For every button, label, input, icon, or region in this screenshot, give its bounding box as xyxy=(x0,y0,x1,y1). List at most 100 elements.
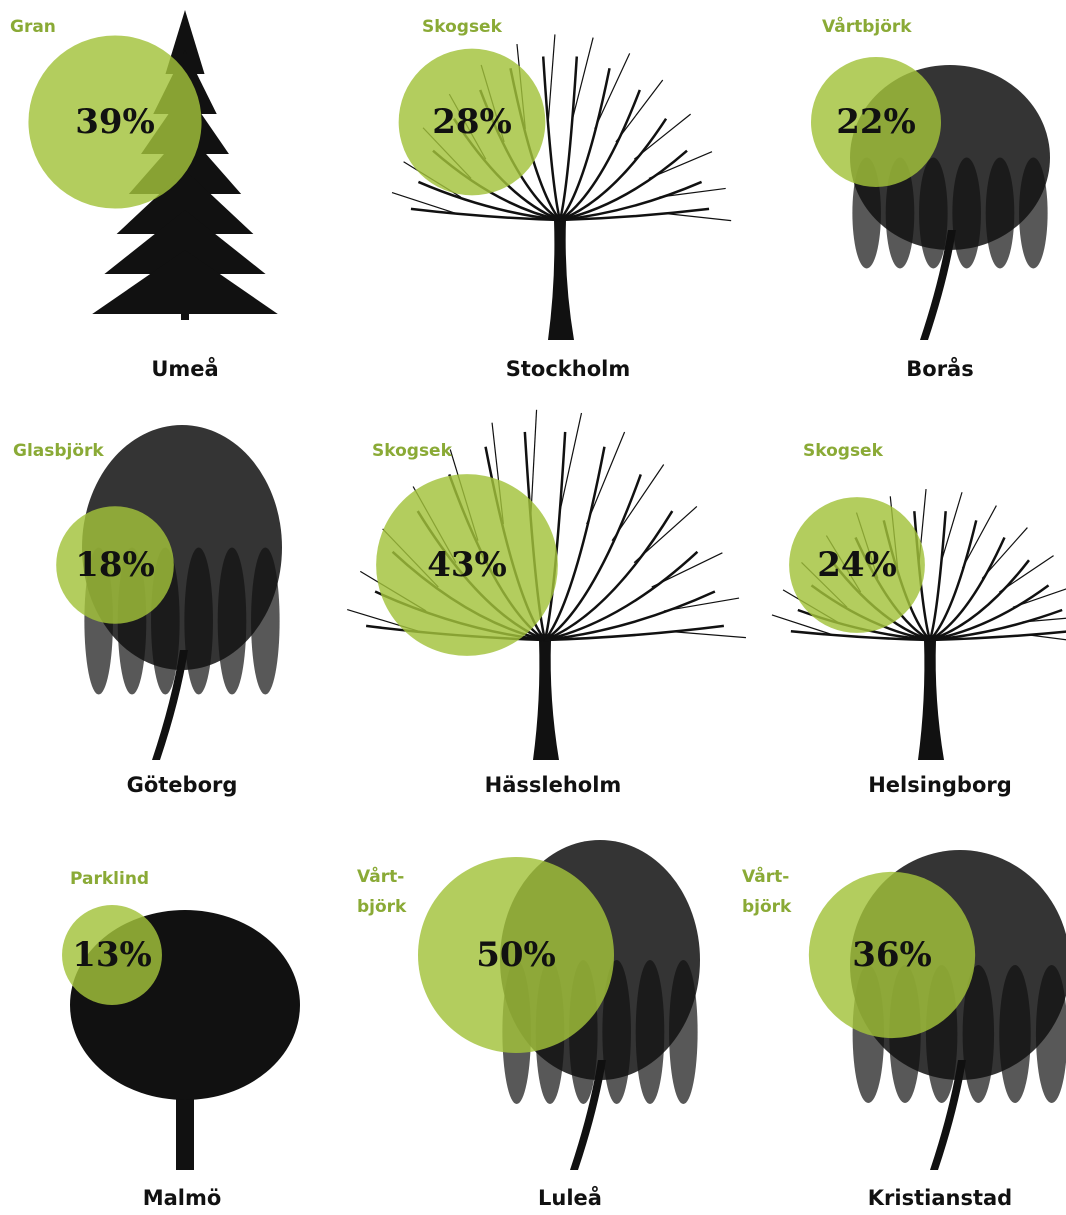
tree-silhouette xyxy=(217,547,247,695)
tree-silhouette xyxy=(962,965,995,1103)
city-label: Kristianstad xyxy=(867,1186,1013,1210)
tree-silhouette xyxy=(663,597,740,612)
value-label: 28% xyxy=(432,102,512,142)
tree-silhouette xyxy=(929,630,1066,642)
species-label: Skogsek xyxy=(372,441,452,461)
species-label: Skogsek xyxy=(803,441,883,461)
tree-silhouette xyxy=(611,464,665,542)
city-label: Borås xyxy=(906,357,974,381)
tree-silhouette xyxy=(165,10,205,74)
tree-silhouette xyxy=(602,960,631,1104)
tree-silhouette xyxy=(670,630,747,639)
tree-silhouette xyxy=(928,511,947,641)
tree-silhouette xyxy=(633,506,698,564)
tree-silhouette xyxy=(410,207,561,222)
bubble xyxy=(418,857,614,1053)
tree-silhouette xyxy=(251,547,280,695)
species-label: Vårt- björk xyxy=(357,867,407,917)
tree-silhouette xyxy=(920,230,956,340)
tree-silhouette xyxy=(559,207,710,222)
tree-silhouette xyxy=(929,584,1050,642)
tree-silhouette xyxy=(771,614,833,636)
tree-silhouette xyxy=(548,220,574,340)
tree-silhouette xyxy=(929,537,1006,642)
tree-silhouette xyxy=(530,409,538,516)
tree-silhouette xyxy=(558,412,583,516)
tree-silhouette xyxy=(594,53,631,130)
tree-silhouette xyxy=(559,118,668,222)
value-label: 22% xyxy=(836,102,916,142)
tree-silhouette xyxy=(544,590,716,642)
tree-silhouette xyxy=(999,965,1031,1103)
tree-silhouette xyxy=(559,89,641,222)
tree-silhouette xyxy=(929,559,1030,642)
tree-silhouette xyxy=(985,157,1015,269)
tree-silhouette xyxy=(544,550,699,642)
tree-silhouette xyxy=(571,37,594,123)
tree-silhouette xyxy=(547,34,556,122)
bubble xyxy=(376,474,558,656)
tree-silhouette xyxy=(648,151,713,179)
bubble xyxy=(808,871,976,1039)
tree-silhouette xyxy=(615,79,664,143)
tree-silhouette xyxy=(544,624,725,642)
tree-silhouette xyxy=(544,474,642,642)
tree-silhouette xyxy=(152,650,188,760)
tree-silhouette xyxy=(981,527,1028,579)
city-label: Malmö xyxy=(142,1186,222,1210)
value-label: 39% xyxy=(75,102,155,142)
tree-silhouette xyxy=(651,552,723,588)
species-label: Parklind xyxy=(70,869,150,889)
tree-silhouette xyxy=(952,157,981,269)
species-label: Glasbjörk xyxy=(13,441,104,461)
tree-silhouette xyxy=(929,520,978,641)
city-label: Umeå xyxy=(151,357,219,381)
tree-silhouette xyxy=(669,960,698,1104)
bubble xyxy=(810,56,942,188)
city-label: Hässleholm xyxy=(484,773,622,797)
tree-silhouette xyxy=(635,960,665,1104)
tree-silhouette xyxy=(544,446,606,641)
tree-silhouette xyxy=(919,157,948,269)
species-label: Vårtbjörk xyxy=(822,17,912,37)
species-label: Skogsek xyxy=(422,17,502,37)
value-label: 50% xyxy=(476,935,556,975)
tree-silhouette xyxy=(998,555,1054,593)
bubble xyxy=(62,905,162,1005)
value-label: 18% xyxy=(75,545,155,585)
bubble xyxy=(56,506,174,624)
tree-silhouette xyxy=(1035,965,1066,1103)
tree-silhouette xyxy=(541,56,562,221)
tree-silhouette xyxy=(885,157,915,269)
tree-silhouette xyxy=(586,431,626,525)
tree-silhouette xyxy=(633,113,692,160)
species-label: Vårt- björk xyxy=(742,867,792,917)
tree-silhouette xyxy=(116,170,254,234)
tree-silhouette xyxy=(417,180,561,222)
tree-silhouette xyxy=(391,192,456,214)
tree-silhouette xyxy=(559,180,703,222)
value-label: 24% xyxy=(817,545,897,585)
city-label: Luleå xyxy=(538,1186,602,1210)
bubble xyxy=(789,497,925,633)
tree-silhouette xyxy=(176,1090,194,1170)
tree-silhouette xyxy=(570,1060,606,1170)
tree-silhouette xyxy=(104,210,266,274)
tree-silhouette xyxy=(918,640,944,760)
tree-silhouette xyxy=(544,510,674,642)
tree-silhouette xyxy=(1027,634,1066,641)
tree-silhouette xyxy=(940,492,963,563)
tree-silhouette xyxy=(559,149,688,222)
tree-silhouette xyxy=(558,56,579,221)
tree-silhouette xyxy=(1019,157,1048,269)
tree-silhouette xyxy=(961,505,997,569)
city-label: Göteborg xyxy=(126,773,238,797)
tree-silhouette xyxy=(1022,617,1066,623)
tree-silhouette xyxy=(664,212,732,222)
value-label: 13% xyxy=(72,935,152,975)
city-label: Helsingborg xyxy=(868,773,1012,797)
bubble xyxy=(398,48,546,196)
bubble xyxy=(28,35,202,209)
